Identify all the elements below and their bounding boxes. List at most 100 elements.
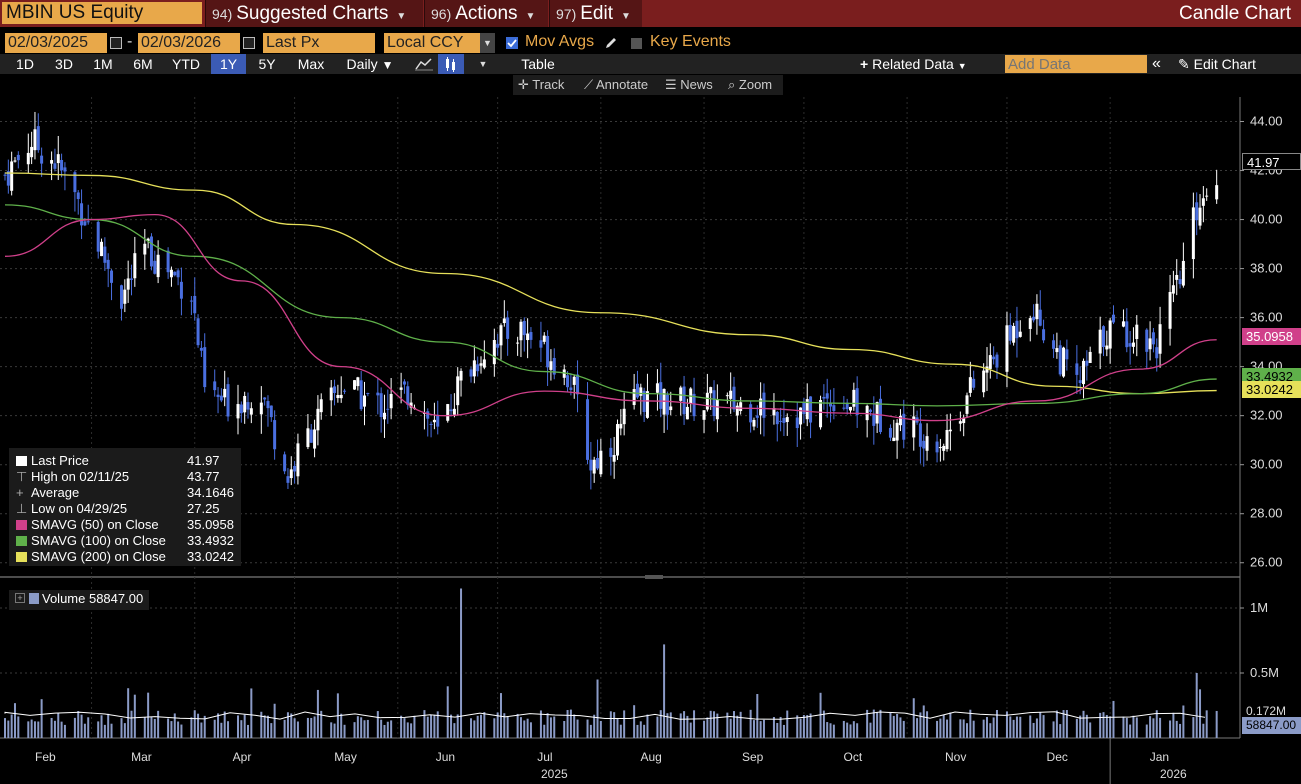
legend-marker-icon: ⊤ xyxy=(16,469,28,484)
candle-body xyxy=(329,387,333,401)
edit-menu[interactable]: 97) Edit ▼ xyxy=(549,0,642,27)
sma50-line xyxy=(4,214,1217,422)
price-legend xyxy=(9,448,241,566)
suggested-charts-menu[interactable]: 94) Suggested Charts ▼ xyxy=(205,0,423,27)
legend-row: SMAVG (50) on Close xyxy=(16,517,159,533)
candle-body xyxy=(96,221,100,252)
track-tool[interactable]: ✛ Track xyxy=(518,75,564,95)
candle-body xyxy=(855,388,859,416)
price-field-select[interactable]: Last Px xyxy=(263,33,375,53)
volume-bar xyxy=(356,716,359,738)
calendar-icon[interactable] xyxy=(110,37,122,49)
candle-body xyxy=(1062,347,1066,377)
range-6m-button[interactable]: 6M xyxy=(133,56,153,72)
volume-bar xyxy=(286,712,289,738)
volume-bar xyxy=(726,712,729,738)
chart-type-title: Candle Chart xyxy=(1179,3,1291,24)
candle-body xyxy=(1205,195,1209,197)
volume-bar xyxy=(193,710,196,738)
chart-type-dropdown-icon[interactable]: ▼ xyxy=(478,59,488,69)
related-data-button[interactable]: + Related Data ▼ xyxy=(860,54,990,74)
news-icon: ☰ xyxy=(665,77,677,92)
volume-bar xyxy=(569,709,572,738)
volume-bar xyxy=(919,712,922,738)
frequency-select[interactable]: Daily ▼ xyxy=(335,54,405,74)
volume-bar xyxy=(410,723,413,738)
pencil-icon[interactable] xyxy=(603,35,619,51)
volume-bar xyxy=(1102,712,1105,738)
candle-body xyxy=(319,399,323,413)
volume-bar xyxy=(213,719,216,738)
range-ytd-button[interactable]: YTD xyxy=(172,56,200,72)
candle-body xyxy=(569,387,573,390)
table-button[interactable]: Table xyxy=(521,56,555,72)
news-tool[interactable]: ☰ News xyxy=(665,75,713,95)
candle-body xyxy=(599,450,603,475)
candle-body xyxy=(1058,345,1062,375)
currency-select[interactable]: Local CCY xyxy=(384,33,480,53)
range-1d-button[interactable]: 1D xyxy=(16,56,34,72)
collapse-icon[interactable]: « xyxy=(1152,55,1161,72)
legend-marker-icon: ⊥ xyxy=(16,501,28,516)
y-tick-label: 28.00 xyxy=(1250,506,1283,521)
volume-average-line xyxy=(4,711,1206,720)
edit-chart-button[interactable]: ✎ Edit Chart xyxy=(1178,54,1298,74)
range-3d-button[interactable]: 3D xyxy=(55,56,73,72)
range-1m-button[interactable]: 1M xyxy=(93,56,113,72)
month-label: May xyxy=(334,750,357,764)
key-events-checkbox[interactable] xyxy=(631,38,642,49)
candle-body xyxy=(1078,380,1082,383)
volume-bar xyxy=(127,688,130,738)
volume-bar xyxy=(1135,717,1138,738)
candle-body xyxy=(409,402,413,408)
menu-label: Suggested Charts xyxy=(236,3,389,24)
calendar-icon[interactable] xyxy=(243,37,255,49)
volume-bar xyxy=(150,716,153,738)
candle-body xyxy=(888,427,892,438)
range-1y-button[interactable]: 1Y xyxy=(211,54,246,74)
candle-body xyxy=(199,347,203,351)
candle-body xyxy=(286,476,290,483)
candle-chart-icon[interactable] xyxy=(438,54,464,74)
volume-bar xyxy=(260,711,263,738)
actions-menu[interactable]: 96) Actions ▼ xyxy=(424,0,548,27)
volume-bar xyxy=(866,709,869,738)
volume-bar xyxy=(237,715,240,738)
menu-number: 96) xyxy=(431,6,452,22)
volume-bar xyxy=(902,720,905,738)
volume-bar xyxy=(749,709,752,738)
volume-bar xyxy=(546,713,549,738)
candle-body xyxy=(306,428,310,448)
end-date-field[interactable]: 02/03/2026 xyxy=(138,33,240,53)
volume-bar xyxy=(63,724,66,738)
volume-bar xyxy=(982,719,985,738)
candle-body xyxy=(223,388,227,398)
month-label: Aug xyxy=(640,750,661,764)
range-max-button[interactable]: Max xyxy=(297,56,325,72)
candle-body xyxy=(273,420,277,450)
ticker-field[interactable]: MBIN US Equity xyxy=(2,2,202,24)
volume-bar xyxy=(619,724,622,738)
collapse-icon[interactable]: + xyxy=(15,593,25,603)
annotate-tool[interactable]: ⟋ Annotate xyxy=(584,75,648,95)
range-5y-button[interactable]: 5Y xyxy=(258,56,276,72)
legend-label: Low on 04/29/25 xyxy=(31,501,128,516)
candle-body xyxy=(1035,303,1039,320)
volume-bar xyxy=(450,714,453,738)
related-data-label: Related Data xyxy=(872,56,954,72)
year-label: 2025 xyxy=(541,767,568,781)
volume-bar xyxy=(679,713,682,738)
volume-bar xyxy=(1109,716,1112,738)
candle-body xyxy=(1191,207,1195,260)
candle-body xyxy=(752,419,756,427)
volume-bar xyxy=(646,714,649,738)
chevron-down-icon[interactable]: ▼ xyxy=(480,33,495,53)
line-chart-icon[interactable] xyxy=(411,54,437,74)
month-label: Jun xyxy=(436,750,455,764)
volume-bar xyxy=(879,709,882,738)
add-data-input[interactable] xyxy=(1005,55,1147,73)
mov-avgs-checkbox[interactable] xyxy=(506,37,518,49)
start-date-field[interactable]: 02/03/2025 xyxy=(5,33,107,53)
zoom-tool[interactable]: ⌕ Zoom xyxy=(728,75,772,95)
